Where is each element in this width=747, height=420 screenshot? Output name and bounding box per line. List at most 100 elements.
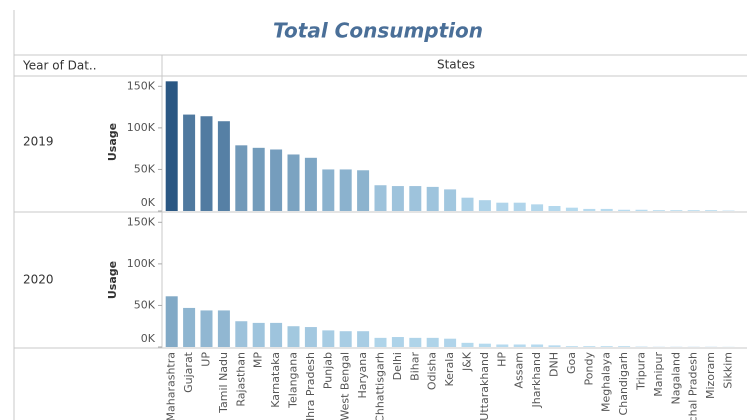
bar [357,170,370,211]
x-tick-label: Rajasthan [234,352,247,407]
x-tick-label: Punjab [321,352,334,389]
bar [600,346,613,347]
bar [374,337,387,347]
x-tick-label: Sikkim [722,352,735,389]
bar [322,169,335,211]
bar [461,197,474,211]
panel-label: 2020 [23,273,54,287]
bar [183,307,196,347]
bar [444,338,457,347]
bar [270,149,283,211]
bar [583,346,596,347]
x-tick-label: Andhra Pradesh [304,352,317,420]
x-tick-label: Kerala [443,352,456,387]
bar [548,206,561,211]
x-tick-label: Chhattisgarh [374,352,387,420]
bar [426,186,439,211]
x-tick-label: Maharashtra [165,352,178,420]
bar [322,330,335,347]
bar [183,114,196,211]
bar [374,185,387,211]
bar [618,346,631,347]
x-tick-label: Gujarat [182,351,195,393]
x-tick-label: J&K [461,351,474,372]
x-tick-label: MP [252,352,265,368]
y-tick-label: 100K [127,121,156,134]
bar [409,186,422,211]
bar [600,208,613,211]
x-tick-label: Karnataka [269,352,282,408]
bar [478,200,491,211]
x-tick-label: Nagaland [669,352,682,404]
x-tick-label: Goa [565,352,578,374]
x-tick-label: Manipur [652,352,665,397]
bar [705,210,718,211]
x-tick-label: Arunachal Pradesh [687,352,700,420]
bar [287,326,300,347]
bar [496,202,509,211]
bar [217,310,230,347]
x-tick-label: Delhi [391,352,404,380]
x-tick-label: Uttarakhand [478,352,491,420]
y-tick-label: 50K [134,162,156,175]
x-tick-label: Jharkhand [530,352,543,409]
bar [531,204,544,211]
x-tick-label: Tripura [635,352,648,391]
bar [304,157,317,211]
x-tick-label: Assam [513,352,526,388]
bar [583,208,596,211]
bar [531,344,544,347]
bar [304,327,317,347]
bar [496,344,509,347]
bar [235,145,248,211]
chart-title: Total Consumption [273,19,483,43]
y-axis-title: Usage [106,261,119,299]
bar [339,169,352,211]
x-tick-label: Odisha [426,352,439,390]
bar [339,331,352,347]
bar [391,337,404,347]
bar [200,116,213,211]
x-tick-label: Haryana [356,352,369,399]
bar [444,189,457,211]
y-tick-label: 0K [141,332,156,345]
bar [252,147,265,211]
y-tick-label: 150K [127,79,156,92]
y-tick-label: 0K [141,196,156,209]
x-tick-label: Tamil Nadu [217,352,230,414]
x-tick-label: HP [495,352,508,367]
x-tick-label: Telangana [287,352,300,409]
bar [252,322,265,347]
column-header: States [437,58,475,72]
bar [565,346,578,347]
x-tick-label: Meghalaya [600,352,613,412]
bar [409,337,422,347]
bar [513,344,526,347]
row-header: Year of Dat.. [22,59,97,73]
bar [287,154,300,211]
bar [618,209,631,211]
y-tick-label: 50K [134,298,156,311]
bar [165,296,178,347]
y-axis-title: Usage [106,123,119,161]
bar [513,202,526,211]
bar [687,210,700,211]
x-tick-label: Bihar [408,352,421,381]
bar [548,345,561,347]
bar [635,209,648,211]
y-tick-label: 150K [127,215,156,228]
bar [217,121,230,211]
x-tick-label: Pondy [582,352,595,386]
bar [235,321,248,347]
bar [426,337,439,347]
bar [357,331,370,347]
bar [165,81,178,211]
bar [478,343,491,347]
bar [461,342,474,347]
x-tick-label: Mizoram [704,352,717,399]
y-tick-label: 100K [127,257,156,270]
x-tick-label: DNH [548,352,561,377]
bar [270,322,283,347]
bar [391,186,404,211]
